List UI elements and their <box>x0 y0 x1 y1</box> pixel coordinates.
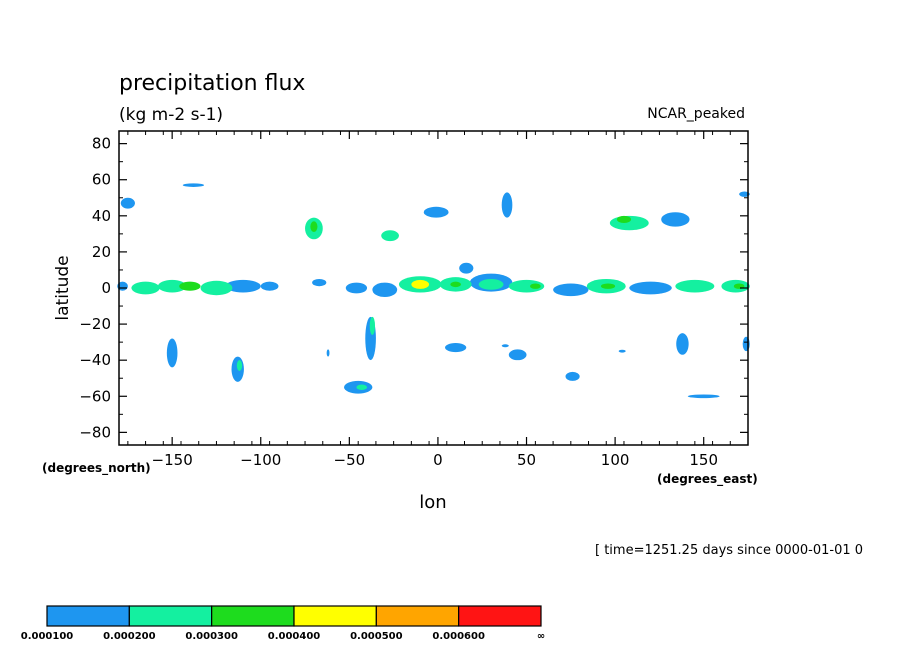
itcz-contour-35 <box>508 279 545 293</box>
colorbar-swatch-3 <box>293 605 377 627</box>
precip-contour-51 <box>616 215 632 224</box>
itcz-contour-45 <box>179 281 201 291</box>
precip-contour-9 <box>120 197 135 209</box>
itcz-contour-31 <box>200 280 233 296</box>
colorbar-label-6: ∞ <box>537 631 545 642</box>
colorbar-label-5: 0.000600 <box>432 631 485 642</box>
y-tick-label: 60 <box>92 171 111 189</box>
x-tick-label: 100 <box>601 451 630 469</box>
colorbar-label-1: 0.000200 <box>103 631 156 642</box>
itcz-contour-5 <box>372 282 398 298</box>
colorbar-swatch-4 <box>375 605 460 627</box>
itcz-contour-30 <box>157 279 187 293</box>
colorbar-label-0: 0.000100 <box>21 631 74 642</box>
itcz-contour-2 <box>260 281 279 291</box>
precip-contour-11 <box>423 206 449 218</box>
itcz-contour-46 <box>450 281 461 288</box>
precip-contour-20 <box>445 343 467 353</box>
precip-contour-40 <box>381 230 399 242</box>
precip-contour-22 <box>565 371 580 381</box>
precip-contour-14 <box>739 191 750 197</box>
colorbar-swatch-1 <box>128 605 213 627</box>
precip-contour-26 <box>326 349 330 357</box>
time-label: [ time=1251.25 days since 0000-01-01 0 <box>595 543 863 558</box>
precip-contour-15 <box>459 262 474 274</box>
colorbar: 0.000100 0.000200 0.000300 0.000400 0.000500… <box>21 605 545 642</box>
colorbar-swatch-5 <box>458 605 542 627</box>
itcz-contour-52 <box>411 279 430 289</box>
precip-contour-24 <box>687 394 720 399</box>
colorbar-label-2: 0.000300 <box>185 631 238 642</box>
precip-contour-44 <box>356 384 368 390</box>
y-tick-label: 40 <box>92 207 111 225</box>
units-label: (kg m-2 s-1) <box>119 105 223 125</box>
itcz-contour-37 <box>675 279 715 293</box>
colorbar-swatch-0 <box>46 605 130 627</box>
precip-contour-23 <box>676 333 689 355</box>
y-tick-label: −20 <box>79 315 111 333</box>
precip-contour-28 <box>501 344 509 348</box>
x-units-label: (degrees_east) <box>657 472 758 487</box>
x-tick-label: −100 <box>240 451 281 469</box>
x-tick-label: 50 <box>517 451 536 469</box>
precip-contour-13 <box>661 212 690 227</box>
x-tick-label: 0 <box>433 451 443 469</box>
precip-contour-43 <box>236 360 243 372</box>
x-tick-label: 150 <box>689 451 718 469</box>
precip-contour-17 <box>166 338 178 368</box>
itcz-contour-29 <box>131 281 160 295</box>
itcz-contour-47 <box>530 283 541 289</box>
y-tick-label: 0 <box>101 279 111 297</box>
y-tick-label: −60 <box>79 387 111 405</box>
colorbar-label-3: 0.000400 <box>268 631 321 642</box>
precip-contour-42 <box>369 316 376 335</box>
itcz-contour-4 <box>345 282 368 294</box>
precip-contour-10 <box>182 183 205 187</box>
colorbar-swatch-2 <box>211 605 295 627</box>
axis-ticks: −150 −100 −50 0 50 100 150 80 60 40 20 0 −20 −40 −60 −8… <box>79 131 749 469</box>
y-tick-label: −80 <box>79 423 111 441</box>
precipitation-contours <box>117 183 750 399</box>
precip-contour-12 <box>501 192 513 218</box>
precip-contour-27 <box>618 349 626 353</box>
colorbar-label-4: 0.000500 <box>350 631 403 642</box>
x-axis-label: lon <box>419 492 446 513</box>
y-tick-label: 20 <box>92 243 111 261</box>
x-tick-label: −150 <box>152 451 193 469</box>
itcz-contour-1 <box>225 279 261 293</box>
itcz-contour-7 <box>553 283 589 297</box>
chart-title: precipitation flux <box>119 71 305 96</box>
itcz-contour-8 <box>629 281 672 295</box>
precip-contour-21 <box>508 349 527 361</box>
y-axis-label: latitude <box>53 255 73 320</box>
model-label: NCAR_peaked <box>647 106 745 122</box>
y-units-label: (degrees_north) <box>42 461 151 476</box>
itcz-contour-48 <box>600 283 616 289</box>
x-tick-label: −50 <box>334 451 366 469</box>
y-tick-label: −40 <box>79 351 111 369</box>
precip-contour-50 <box>310 221 318 233</box>
itcz-contour-3 <box>312 278 327 287</box>
itcz-contour-34 <box>478 278 504 290</box>
y-tick-label: 80 <box>92 135 111 153</box>
